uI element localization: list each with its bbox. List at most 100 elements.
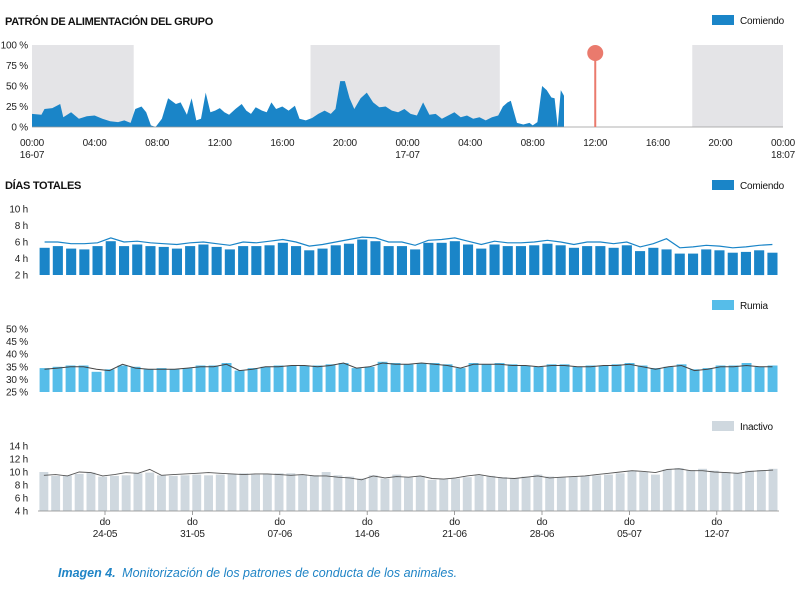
y-tick-label: 50 % bbox=[6, 82, 28, 93]
rumia-bar bbox=[403, 364, 414, 392]
inactivo-bar bbox=[357, 478, 366, 511]
rumia-bar bbox=[377, 361, 388, 392]
rumia-bar bbox=[260, 366, 271, 392]
rumia-bar bbox=[364, 366, 375, 392]
rumia-bar bbox=[65, 365, 76, 392]
rumia-bar bbox=[429, 363, 440, 392]
rumia-bar bbox=[624, 363, 635, 392]
feeding-pattern-title: PATRÓN DE ALIMENTACIÓN DEL GRUPO bbox=[5, 15, 214, 28]
legend-swatch-rumia bbox=[712, 300, 734, 310]
week-tick-day: do bbox=[711, 517, 722, 528]
y-tick-label: 10 h bbox=[9, 205, 28, 216]
inactivo-bar bbox=[545, 476, 555, 511]
comiendo-bar bbox=[357, 239, 368, 275]
week-axis-labels: do24-05do31-05do07-06do14-06do21-06do28-… bbox=[93, 511, 730, 540]
inactivo-bar bbox=[215, 474, 225, 511]
y-tick-label: 25 % bbox=[6, 388, 28, 399]
y-tick-label: 100 % bbox=[1, 41, 29, 52]
rumia-bar bbox=[533, 366, 544, 392]
comiendo-bar bbox=[145, 246, 156, 275]
inactivo-bar bbox=[615, 473, 625, 511]
rumia-bar bbox=[169, 369, 180, 392]
inactivo-bar bbox=[62, 475, 72, 512]
caption-label: Imagen 4. bbox=[58, 566, 116, 580]
comiendo-bar bbox=[410, 249, 421, 275]
x-tick-label: 00:00 bbox=[771, 138, 796, 149]
rumia-bar bbox=[494, 363, 505, 392]
comiendo-bar bbox=[529, 245, 540, 275]
y-axis-labels: 14 h 12 h 10 h 8 h 6 h 4 h bbox=[9, 442, 28, 518]
inactivo-bar bbox=[521, 476, 531, 511]
comiendo-bar bbox=[754, 250, 765, 276]
comiendo-bar bbox=[396, 246, 407, 275]
y-tick-label: 8 h bbox=[15, 221, 28, 232]
inactivo-bars bbox=[39, 468, 778, 512]
figure-caption: Imagen 4. Monitorización de los patrones… bbox=[58, 566, 457, 580]
inactivo-bar bbox=[180, 475, 190, 512]
total-days-comiendo-panel: DÍAS TOTALES Comiendo 10 h 8 h 6 h 4 h 2 h bbox=[5, 179, 785, 282]
rumia-bar bbox=[182, 368, 193, 392]
comiendo-bar bbox=[714, 250, 725, 276]
inactivo-bar bbox=[204, 475, 213, 512]
inactivo-bar bbox=[568, 476, 578, 511]
comiendo-bar bbox=[502, 246, 513, 275]
comiendo-bar bbox=[688, 253, 699, 275]
rumia-bar bbox=[468, 363, 479, 392]
legend-swatch-comiendo bbox=[712, 15, 734, 25]
x-tick-label: 20:00 bbox=[708, 138, 733, 149]
comiendo-bar bbox=[383, 246, 394, 275]
inactivo-bar bbox=[392, 474, 402, 511]
week-tick-date: 28-06 bbox=[530, 529, 555, 540]
week-tick-day: do bbox=[624, 517, 635, 528]
comiendo-bar bbox=[251, 246, 262, 275]
comiendo-bar bbox=[79, 249, 90, 275]
comiendo-bar bbox=[674, 253, 685, 275]
inactivo-bar bbox=[415, 475, 425, 511]
week-tick-day: do bbox=[449, 517, 460, 528]
comiendo-bar bbox=[740, 251, 751, 275]
comiendo-bar bbox=[132, 244, 143, 275]
rumia-bar bbox=[273, 365, 284, 392]
x-tick-label: 08:00 bbox=[521, 138, 546, 149]
comiendo-bar bbox=[582, 246, 593, 275]
inactivo-bar bbox=[733, 472, 743, 511]
rumia-bar bbox=[234, 370, 245, 392]
y-tick-label: 40 % bbox=[6, 350, 28, 361]
inactivo-bar bbox=[592, 475, 602, 512]
rumia-bar bbox=[338, 363, 349, 392]
y-tick-label: 14 h bbox=[9, 442, 28, 453]
rumia-bar bbox=[390, 363, 401, 392]
inactivo-bar bbox=[404, 477, 413, 511]
inactivo-bar bbox=[86, 472, 96, 511]
comiendo-bar bbox=[198, 244, 209, 275]
comiendo-bar bbox=[767, 252, 778, 275]
inactivo-bar bbox=[674, 468, 684, 511]
x-tick-label: 04:00 bbox=[83, 138, 108, 149]
inactivo-bar bbox=[745, 470, 754, 511]
y-tick-label: 75 % bbox=[6, 61, 28, 72]
inactivo-bar bbox=[192, 474, 202, 511]
inactivo-bar bbox=[251, 474, 260, 511]
rumia-bar bbox=[702, 368, 713, 392]
comiendo-bar bbox=[515, 246, 526, 275]
rumia-bar bbox=[507, 364, 518, 392]
inactivo-bar bbox=[462, 477, 472, 511]
y-tick-label: 25 % bbox=[6, 102, 28, 113]
x-tick-label: 12:00 bbox=[208, 138, 233, 149]
y-tick-label: 4 h bbox=[15, 254, 28, 265]
y-tick-label: 6 h bbox=[15, 238, 28, 249]
rumia-bar bbox=[546, 364, 557, 392]
inactivo-bar bbox=[239, 473, 249, 511]
comiendo-bar bbox=[343, 243, 354, 275]
week-tick-date: 21-06 bbox=[442, 529, 467, 540]
comiendo-bars bbox=[39, 239, 778, 276]
y-axis-labels: 50 %45 % 40 %35 % 30 % 25 % bbox=[6, 325, 29, 399]
y-tick-label: 4 h bbox=[15, 507, 28, 518]
rumia-bar bbox=[741, 363, 752, 392]
comiendo-bar bbox=[661, 249, 672, 275]
x-tick-label: 16:00 bbox=[646, 138, 671, 149]
comiendo-bar bbox=[171, 248, 182, 275]
inactivo-bar bbox=[227, 473, 237, 511]
y-axis-labels: 10 h 8 h 6 h 4 h 2 h bbox=[9, 205, 28, 282]
y-tick-label: 12 h bbox=[9, 455, 28, 466]
